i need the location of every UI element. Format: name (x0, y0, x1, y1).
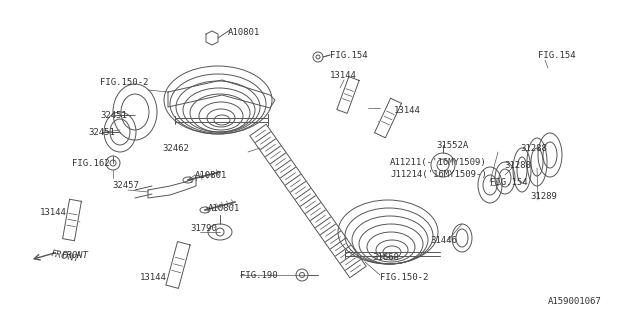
Polygon shape (250, 124, 366, 278)
Text: 31288: 31288 (504, 161, 531, 170)
Text: FIG.190: FIG.190 (240, 271, 278, 281)
Text: 32462: 32462 (162, 143, 189, 153)
Text: FIG.150-2: FIG.150-2 (100, 77, 148, 86)
Text: FIG.162: FIG.162 (72, 158, 109, 167)
Polygon shape (340, 218, 450, 280)
Text: FIG.154: FIG.154 (490, 178, 527, 187)
Text: 31668: 31668 (372, 253, 399, 262)
Text: 32451: 32451 (100, 110, 127, 119)
Text: A11211(-'16MY1509): A11211(-'16MY1509) (390, 157, 487, 166)
Text: 31288: 31288 (520, 143, 547, 153)
Polygon shape (165, 80, 280, 155)
Text: 13144: 13144 (330, 70, 357, 79)
Text: 13144: 13144 (40, 207, 67, 217)
Text: 31552A: 31552A (436, 140, 468, 149)
Text: 13144: 13144 (140, 274, 167, 283)
Text: FIG.154: FIG.154 (538, 51, 575, 60)
Polygon shape (337, 77, 359, 113)
Text: 31790: 31790 (190, 223, 217, 233)
Polygon shape (148, 178, 196, 198)
Text: FRONT: FRONT (62, 252, 89, 260)
Text: A10801: A10801 (208, 204, 240, 212)
Polygon shape (63, 199, 81, 241)
Text: A10801: A10801 (228, 28, 260, 36)
Text: FIG.150-2: FIG.150-2 (380, 274, 428, 283)
Text: 31446: 31446 (430, 236, 457, 244)
Text: 13144: 13144 (394, 106, 421, 115)
Text: 32451: 32451 (88, 127, 115, 137)
Text: A159001067: A159001067 (548, 298, 602, 307)
Text: 31289: 31289 (530, 191, 557, 201)
Text: 32457: 32457 (112, 180, 139, 189)
Polygon shape (166, 242, 190, 288)
Polygon shape (374, 98, 401, 138)
Text: FRONT: FRONT (50, 249, 80, 264)
Text: FIG.154: FIG.154 (330, 51, 367, 60)
Text: A10801: A10801 (195, 171, 227, 180)
Text: J11214('16MY1509-): J11214('16MY1509-) (390, 170, 487, 179)
Polygon shape (168, 80, 275, 108)
Polygon shape (206, 31, 218, 45)
